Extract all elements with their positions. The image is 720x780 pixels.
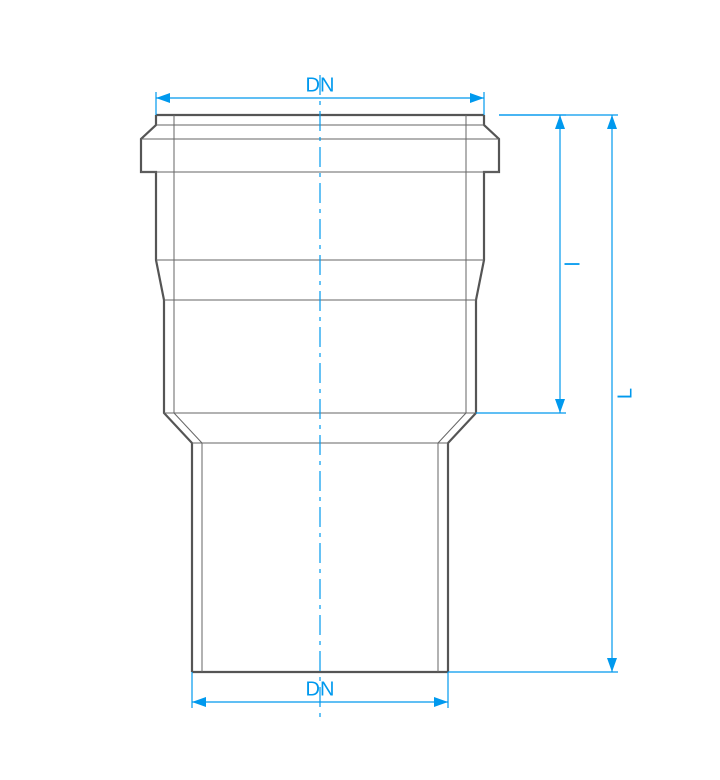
profile-left	[141, 115, 192, 672]
dim-label: DN	[306, 74, 335, 96]
profile-right	[448, 115, 499, 672]
dim-label: l	[562, 262, 584, 266]
dim-label: L	[614, 388, 636, 399]
dim-label: DN	[306, 678, 335, 700]
